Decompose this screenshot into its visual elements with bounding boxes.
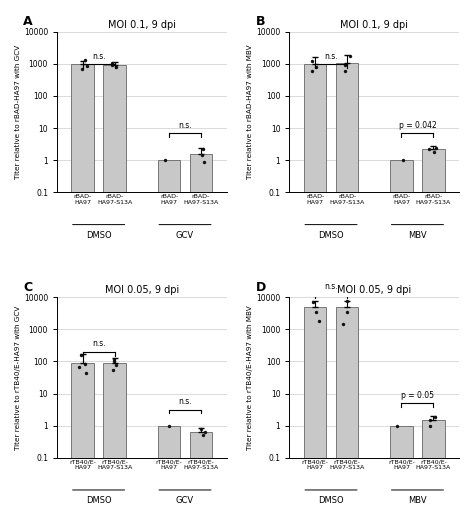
Point xyxy=(165,421,173,430)
Point xyxy=(78,65,85,73)
Point xyxy=(108,61,115,69)
Bar xyxy=(390,160,413,526)
Bar xyxy=(72,64,94,526)
Text: n.s.: n.s. xyxy=(178,121,192,130)
Point xyxy=(425,145,433,154)
Y-axis label: Titer relative to rBAD-HA97 with MBV: Titer relative to rBAD-HA97 with MBV xyxy=(247,45,254,179)
Point xyxy=(308,67,315,75)
Bar xyxy=(103,363,126,526)
Point xyxy=(78,351,85,359)
Point xyxy=(427,421,434,430)
Bar xyxy=(422,149,445,526)
Title: MOI 0.05, 9 dpi: MOI 0.05, 9 dpi xyxy=(105,285,179,295)
Bar xyxy=(422,420,445,526)
Text: D: D xyxy=(255,281,266,294)
Point xyxy=(110,355,118,363)
Title: MOI 0.05, 9 dpi: MOI 0.05, 9 dpi xyxy=(337,285,411,295)
Point xyxy=(312,308,319,316)
Point xyxy=(112,361,119,370)
Point xyxy=(316,317,323,325)
Text: A: A xyxy=(23,15,33,28)
Point xyxy=(312,63,320,71)
Bar xyxy=(336,63,358,526)
Text: MBV: MBV xyxy=(408,231,427,240)
Text: DMSO: DMSO xyxy=(86,497,111,505)
Point xyxy=(341,67,348,75)
Bar xyxy=(336,307,358,526)
Point xyxy=(110,357,118,366)
Point xyxy=(199,431,207,440)
Point xyxy=(198,150,206,159)
Point xyxy=(432,143,439,151)
Point xyxy=(81,359,89,368)
Point xyxy=(108,59,115,67)
Point xyxy=(399,156,407,165)
Point xyxy=(201,428,209,436)
Point xyxy=(342,61,349,69)
Text: n.s.: n.s. xyxy=(92,52,105,60)
Text: B: B xyxy=(255,15,265,28)
Point xyxy=(426,416,434,424)
Point xyxy=(346,52,354,60)
Point xyxy=(197,424,204,433)
Text: n.s.: n.s. xyxy=(324,281,338,290)
Bar xyxy=(72,363,94,526)
Point xyxy=(393,421,401,430)
Point xyxy=(81,55,89,64)
Point xyxy=(199,145,207,154)
Point xyxy=(339,319,347,328)
Point xyxy=(343,297,351,305)
Text: DMSO: DMSO xyxy=(86,231,111,240)
Point xyxy=(109,366,117,374)
Text: n.s.: n.s. xyxy=(92,339,105,349)
Bar xyxy=(304,307,326,526)
Y-axis label: Titer relative to rBAD-HA97 with GCV: Titer relative to rBAD-HA97 with GCV xyxy=(15,45,21,179)
Text: n.s.: n.s. xyxy=(178,397,192,407)
Point xyxy=(430,148,438,156)
Bar xyxy=(158,160,180,526)
Text: n.s.: n.s. xyxy=(324,52,338,60)
Point xyxy=(343,308,350,316)
Point xyxy=(75,363,83,371)
Bar xyxy=(190,154,212,526)
Text: p = 0.042: p = 0.042 xyxy=(399,121,436,130)
Point xyxy=(83,62,91,70)
Text: p = 0.05: p = 0.05 xyxy=(401,391,434,400)
Text: GCV: GCV xyxy=(176,497,194,505)
Text: GCV: GCV xyxy=(176,231,194,240)
Point xyxy=(112,63,119,71)
Point xyxy=(161,156,169,165)
Bar xyxy=(158,426,180,526)
Text: MBV: MBV xyxy=(408,497,427,505)
Point xyxy=(310,298,317,306)
Point xyxy=(82,368,90,377)
Text: DMSO: DMSO xyxy=(318,497,344,505)
Point xyxy=(308,57,316,66)
Bar xyxy=(103,65,126,526)
Y-axis label: Titer relative to rTB40/E-HA97 with MBV: Titer relative to rTB40/E-HA97 with MBV xyxy=(247,305,254,450)
Point xyxy=(431,413,438,422)
Bar xyxy=(304,64,326,526)
Bar xyxy=(190,432,212,526)
Point xyxy=(201,158,208,166)
Text: C: C xyxy=(23,281,32,294)
Y-axis label: Titer relative to rTB40/E-HA97 with GCV: Titer relative to rTB40/E-HA97 with GCV xyxy=(15,305,21,450)
Text: DMSO: DMSO xyxy=(318,231,344,240)
Title: MOI 0.1, 9 dpi: MOI 0.1, 9 dpi xyxy=(108,19,176,29)
Bar xyxy=(390,426,413,526)
Title: MOI 0.1, 9 dpi: MOI 0.1, 9 dpi xyxy=(340,19,408,29)
